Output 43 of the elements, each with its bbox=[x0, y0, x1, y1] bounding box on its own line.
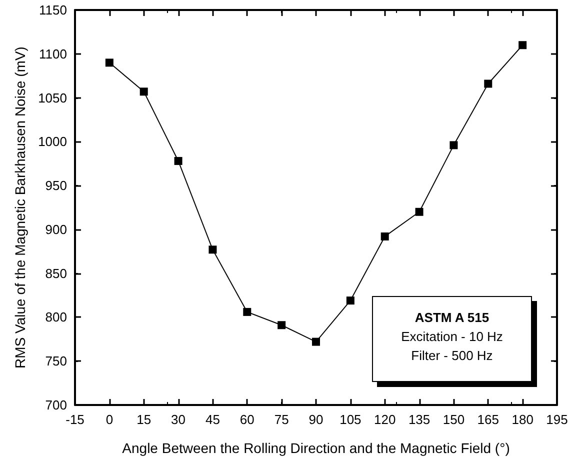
x-tick-label: 75 bbox=[274, 412, 289, 427]
y-tick-label: 850 bbox=[45, 266, 67, 281]
x-tick-label: 150 bbox=[442, 412, 465, 427]
point bbox=[380, 232, 389, 240]
y-tick-label: 1050 bbox=[38, 90, 67, 106]
point bbox=[243, 308, 252, 316]
x-tick-label: 60 bbox=[240, 412, 254, 427]
y-tick-label: 1150 bbox=[39, 2, 67, 18]
annotation: ASTM A 515 bbox=[414, 309, 490, 327]
x-tick-label: 195 bbox=[546, 412, 568, 427]
x-tick-label: 165 bbox=[477, 412, 499, 427]
x-tick-label: 15 bbox=[136, 412, 152, 427]
x-tick-label: -15 bbox=[66, 412, 84, 427]
point bbox=[140, 88, 148, 96]
y-tick-label: 800 bbox=[45, 310, 67, 325]
y-tick-label: 700 bbox=[45, 398, 67, 412]
y-tick-label: 1000 bbox=[38, 134, 67, 150]
x-tick-label: 30 bbox=[171, 412, 186, 427]
point bbox=[278, 321, 286, 330]
point bbox=[415, 208, 424, 216]
point bbox=[312, 338, 320, 346]
x-tick-label: 120 bbox=[374, 412, 396, 427]
annotation: Excitation - 10 Hz bbox=[400, 328, 504, 346]
x-tick-label: 135 bbox=[408, 412, 430, 427]
x-axis-title: Angle Between the Rolling Direction and the Magnetic Field (°) bbox=[122, 440, 510, 456]
x-tick-label: 0 bbox=[106, 412, 114, 427]
y-tick-label: 750 bbox=[45, 354, 67, 369]
y-tick-label: 950 bbox=[45, 178, 67, 194]
point bbox=[450, 141, 458, 150]
y-tick-label: 1100 bbox=[39, 46, 67, 62]
point bbox=[484, 80, 492, 88]
point bbox=[174, 156, 182, 165]
x-tick-label: 180 bbox=[512, 412, 534, 427]
point bbox=[346, 296, 354, 305]
x-tick-label: 90 bbox=[308, 412, 324, 427]
annotation: Filter - 500 Hz bbox=[410, 347, 494, 365]
point bbox=[105, 58, 114, 67]
point bbox=[518, 41, 527, 50]
y-tick-label: 900 bbox=[45, 222, 67, 237]
x-tick-label: 45 bbox=[205, 412, 220, 427]
y-axis-title: RMS Value of the Magnetic Barkhausen Noise (mV) bbox=[12, 46, 28, 368]
point bbox=[208, 246, 217, 254]
x-tick-label: 105 bbox=[340, 412, 362, 427]
